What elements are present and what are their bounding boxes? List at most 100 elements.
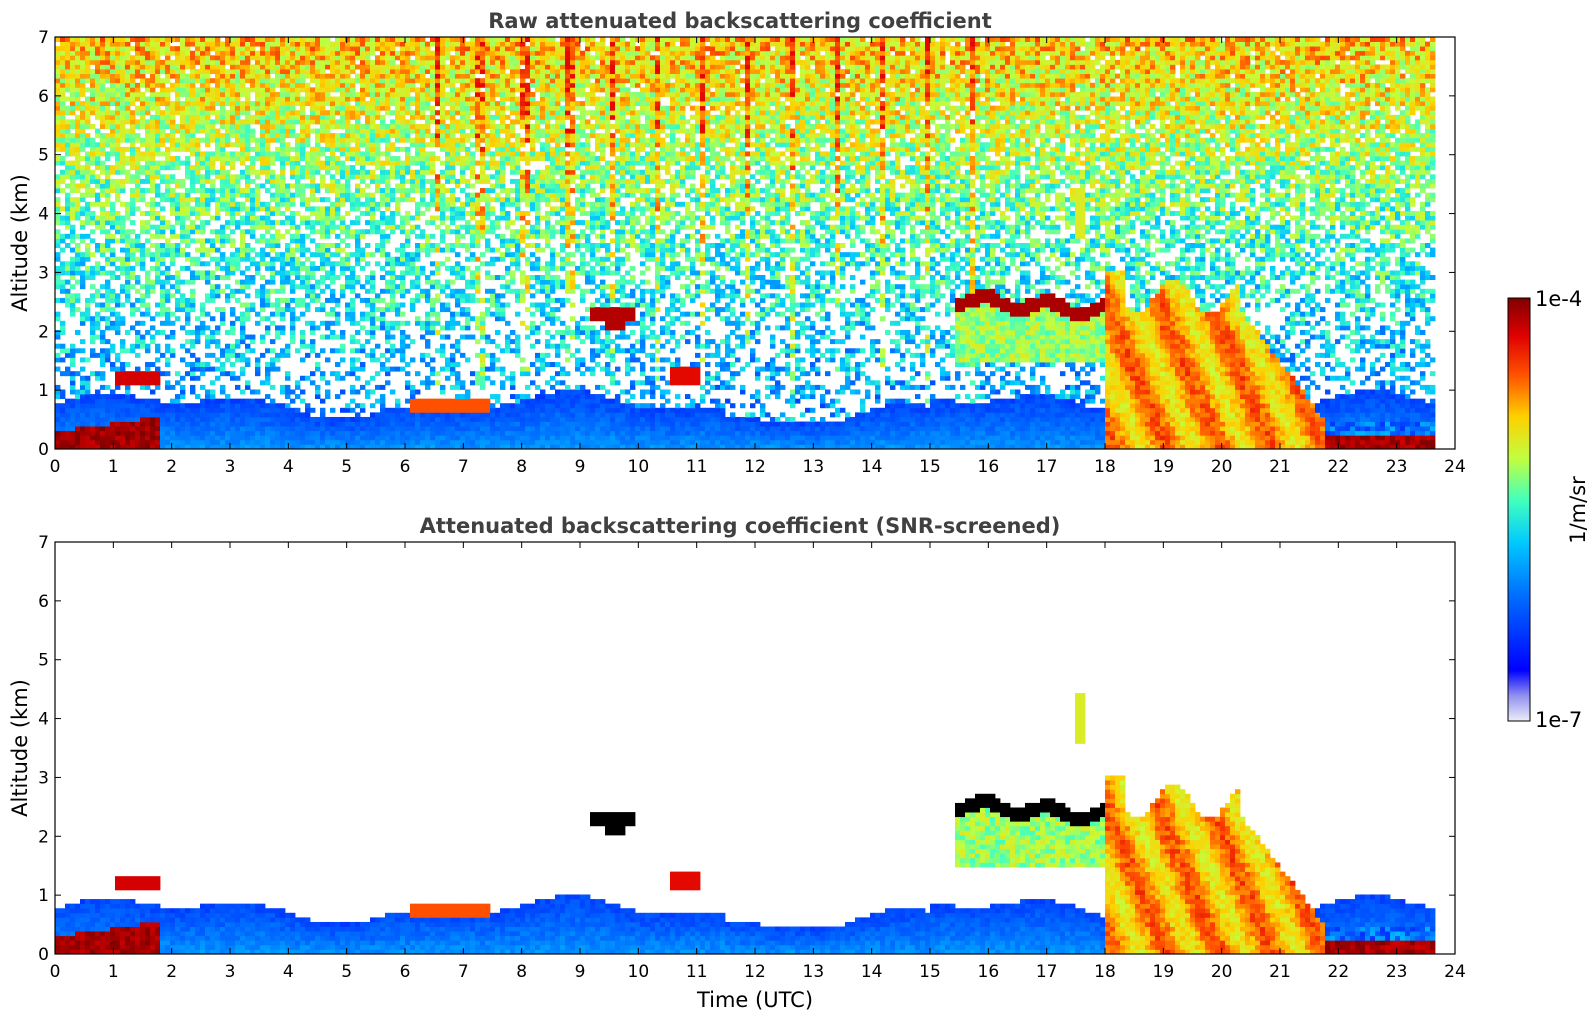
heatmap-cell	[205, 69, 211, 75]
heatmap-cell	[290, 238, 296, 244]
heatmap-cell	[415, 426, 421, 432]
heatmap-cell	[440, 348, 446, 354]
heatmap-cell	[320, 197, 326, 203]
heatmap-cell	[330, 64, 336, 70]
heatmap-cell	[80, 320, 86, 326]
heatmap-cell	[305, 421, 311, 427]
heatmap-cell	[130, 146, 136, 152]
heatmap-cell	[265, 50, 271, 56]
heatmap-cell	[445, 265, 451, 271]
heatmap-cell	[130, 348, 136, 354]
heatmap-cell	[300, 389, 306, 395]
heatmap-cell	[145, 293, 151, 299]
heatmap-cell	[285, 142, 291, 148]
heatmap-cell	[365, 229, 371, 235]
heatmap-cell	[250, 114, 256, 120]
heatmap-cell	[95, 64, 101, 70]
heatmap-cell	[105, 123, 111, 129]
heatmap-cell	[205, 343, 211, 349]
heatmap-cell	[90, 339, 96, 345]
heatmap-cell	[290, 41, 296, 47]
heatmap-cell	[220, 59, 226, 65]
heatmap-cell	[265, 435, 271, 441]
heatmap-cell	[240, 320, 246, 326]
heatmap-cell	[115, 110, 121, 116]
heatmap-cell	[160, 412, 166, 418]
heatmap-cell	[110, 215, 116, 221]
heatmap-cell	[335, 160, 341, 166]
heatmap-cell	[355, 37, 361, 42]
heatmap-cell	[270, 87, 276, 93]
heatmap-cell	[170, 247, 176, 253]
heatmap-cell	[80, 403, 86, 409]
heatmap-cell	[440, 105, 446, 111]
heatmap-cell	[75, 87, 81, 93]
heatmap-cell	[130, 398, 136, 404]
heatmap-cell	[105, 316, 111, 322]
heatmap-cell	[125, 133, 131, 139]
heatmap-cell	[95, 430, 101, 436]
heatmap-cell	[245, 206, 251, 212]
heatmap-cell	[430, 329, 436, 335]
heatmap-cell	[270, 265, 276, 271]
heatmap-cell	[360, 316, 366, 322]
heatmap-cell	[105, 357, 111, 363]
heatmap-cell	[415, 183, 421, 189]
heatmap-cell	[345, 123, 351, 129]
heatmap-cell	[120, 59, 126, 65]
heatmap-cell	[190, 229, 196, 235]
heatmap-cell	[160, 444, 166, 450]
heatmap-cell	[95, 55, 101, 61]
heatmap-cell	[400, 178, 406, 184]
heatmap-cell	[340, 197, 346, 203]
heatmap-cell	[325, 37, 331, 42]
heatmap-cell	[210, 339, 216, 345]
heatmap-cell	[440, 389, 446, 395]
heatmap-cell	[440, 426, 446, 432]
heatmap-cell	[105, 96, 111, 102]
heatmap-cell	[370, 311, 376, 317]
heatmap-cell	[210, 101, 216, 107]
heatmap-cell	[245, 265, 251, 271]
heatmap-cell	[170, 233, 176, 239]
heatmap-cell	[140, 178, 146, 184]
heatmap-cell	[300, 64, 306, 70]
heatmap-cell	[340, 133, 346, 139]
heatmap-cell	[360, 165, 366, 171]
heatmap-cell	[315, 82, 321, 88]
heatmap-cell	[310, 284, 316, 290]
heatmap-cell	[215, 146, 221, 152]
heatmap-cell	[205, 41, 211, 47]
heatmap-cell	[410, 101, 416, 107]
heatmap-cell	[375, 201, 381, 207]
heatmap-cell	[165, 444, 171, 450]
heatmap-cell	[240, 339, 246, 345]
heatmap-cell	[340, 270, 346, 276]
heatmap-cell	[325, 229, 331, 235]
heatmap-cell	[195, 270, 201, 276]
heatmap-cell	[55, 188, 61, 194]
heatmap-cell	[315, 37, 321, 47]
heatmap-cell	[90, 394, 96, 400]
heatmap-cell	[140, 343, 146, 349]
heatmap-cell	[120, 362, 126, 367]
heatmap-cell	[190, 224, 196, 230]
heatmap-cell	[385, 156, 391, 161]
heatmap-cell	[390, 348, 396, 354]
heatmap-cell	[420, 398, 426, 413]
heatmap-cell	[65, 133, 71, 139]
heatmap-cell	[415, 160, 421, 166]
heatmap-cell	[185, 73, 191, 79]
heatmap-cell	[205, 220, 211, 226]
heatmap-cell	[360, 73, 366, 79]
heatmap-cell	[295, 439, 301, 445]
heatmap-cell	[175, 430, 181, 436]
heatmap-cell	[195, 329, 201, 335]
heatmap-cell	[140, 41, 146, 47]
heatmap-cell	[295, 37, 301, 42]
heatmap-cell	[250, 160, 256, 166]
heatmap-cell	[230, 403, 236, 409]
heatmap-cell	[335, 426, 341, 432]
heatmap-cell	[180, 137, 186, 143]
heatmap-cell	[155, 137, 161, 143]
